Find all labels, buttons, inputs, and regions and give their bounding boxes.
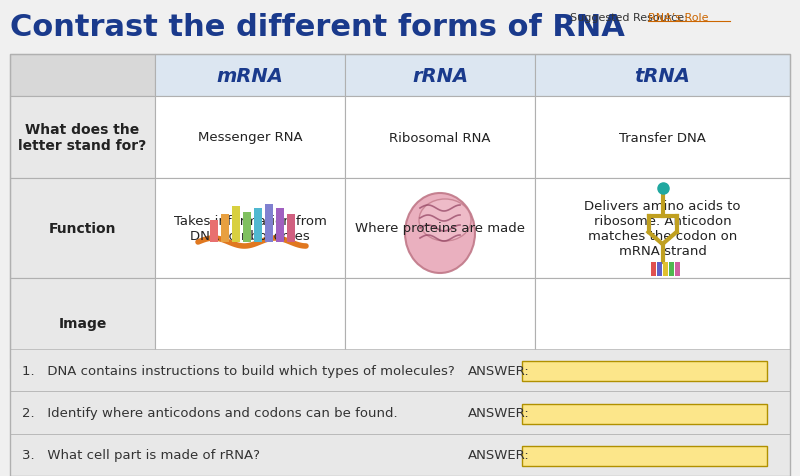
Text: tRNA: tRNA <box>634 66 690 85</box>
Bar <box>535 178 790 278</box>
Bar <box>522 404 767 424</box>
Bar <box>345 278 535 368</box>
Bar <box>522 361 767 381</box>
Bar <box>287 215 295 242</box>
Ellipse shape <box>419 199 471 241</box>
Text: Function: Function <box>49 221 116 236</box>
Bar <box>155 55 345 97</box>
Text: 1.   DNA contains instructions to build which types of molecules?: 1. DNA contains instructions to build wh… <box>22 364 454 377</box>
Bar <box>10 434 790 476</box>
Bar <box>345 178 535 278</box>
Bar <box>10 178 155 278</box>
Text: 2.   Identify where anticodons and codons can be found.: 2. Identify where anticodons and codons … <box>22 406 398 419</box>
Text: RNA’s Role: RNA’s Role <box>648 13 709 23</box>
Bar <box>10 349 790 392</box>
Bar <box>669 262 674 277</box>
Bar <box>535 97 790 178</box>
Text: ANSWER:: ANSWER: <box>468 406 530 419</box>
Bar <box>155 278 345 368</box>
Text: Messenger RNA: Messenger RNA <box>198 131 302 144</box>
Ellipse shape <box>405 194 475 273</box>
Bar <box>155 97 345 178</box>
Bar <box>535 55 790 97</box>
Bar <box>650 262 655 277</box>
Bar <box>265 205 273 242</box>
Text: ANSWER:: ANSWER: <box>468 448 530 461</box>
Text: ANSWER:: ANSWER: <box>468 364 530 377</box>
Text: Contrast the different forms of RNA: Contrast the different forms of RNA <box>10 13 625 42</box>
Bar <box>10 97 155 178</box>
Bar <box>155 178 345 278</box>
Text: Takes information from
DNA to ribosomes: Takes information from DNA to ribosomes <box>174 215 326 242</box>
Text: rRNA: rRNA <box>412 66 468 85</box>
Text: mRNA: mRNA <box>217 66 283 85</box>
Bar <box>535 278 790 368</box>
Bar <box>10 392 790 434</box>
Bar <box>210 220 218 242</box>
Bar <box>674 262 679 277</box>
Text: Delivers amino acids to
ribosome. Anticodon
matches the codon on
mRNA strand: Delivers amino acids to ribosome. Antico… <box>584 199 741 258</box>
Bar <box>662 262 667 277</box>
Bar <box>276 208 284 242</box>
Bar <box>0 0 800 55</box>
Text: Image: Image <box>58 317 106 330</box>
Bar <box>221 215 229 242</box>
Bar <box>657 262 662 277</box>
Text: Where proteins are made: Where proteins are made <box>355 222 525 235</box>
Text: Transfer DNA: Transfer DNA <box>619 131 706 144</box>
Bar <box>10 55 155 97</box>
Text: Suggested Resource:: Suggested Resource: <box>570 13 691 23</box>
Bar <box>345 55 535 97</box>
Bar <box>232 207 240 242</box>
Bar <box>254 208 262 242</box>
Bar <box>243 213 251 242</box>
Text: What does the
letter stand for?: What does the letter stand for? <box>18 123 146 153</box>
Bar <box>345 97 535 178</box>
Text: Ribosomal RNA: Ribosomal RNA <box>390 131 490 144</box>
Bar <box>10 278 155 368</box>
Bar <box>10 55 790 476</box>
Text: 3.   What cell part is made of rRNA?: 3. What cell part is made of rRNA? <box>22 448 260 461</box>
Bar <box>522 446 767 466</box>
